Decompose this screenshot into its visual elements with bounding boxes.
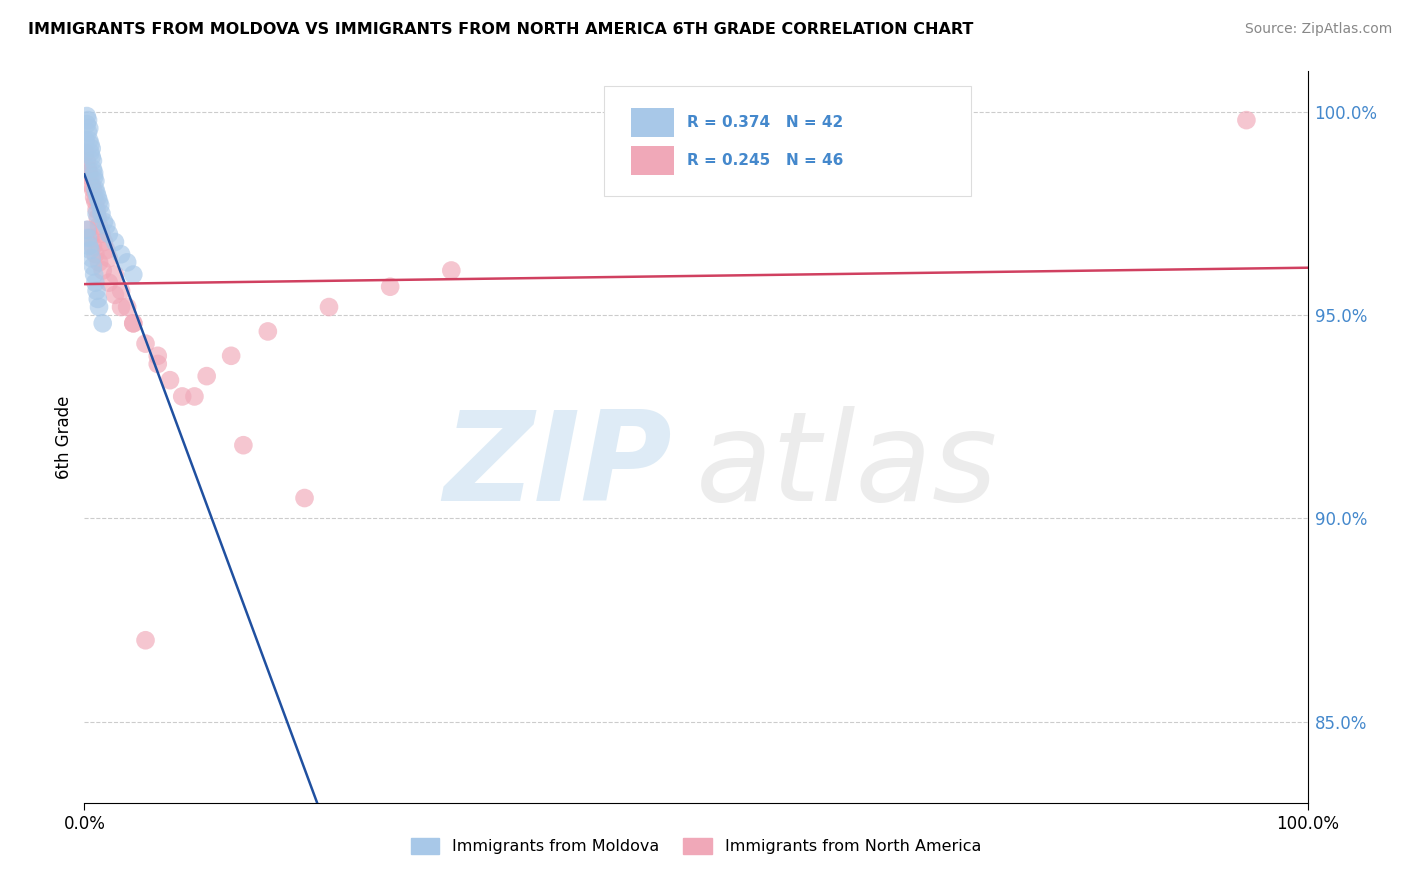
- Text: Source: ZipAtlas.com: Source: ZipAtlas.com: [1244, 22, 1392, 37]
- Point: [76, 153, 98, 168]
- Point: [80, 150, 103, 164]
- Point: [83, 166, 105, 180]
- Point: [80, 252, 103, 266]
- Point: [257, 325, 280, 339]
- Bar: [631, 146, 673, 175]
- Point: [183, 389, 205, 403]
- Point: [97, 227, 120, 241]
- Point: [79, 231, 101, 245]
- Point: [79, 169, 101, 184]
- Point: [380, 279, 402, 293]
- Point: [104, 235, 127, 249]
- Text: R = 0.245   N = 46: R = 0.245 N = 46: [688, 153, 844, 168]
- Point: [135, 633, 157, 648]
- Point: [77, 133, 100, 147]
- Point: [79, 137, 101, 152]
- Point: [1236, 113, 1258, 128]
- Point: [77, 239, 100, 253]
- Point: [76, 109, 98, 123]
- Point: [76, 223, 98, 237]
- Point: [82, 161, 104, 176]
- Point: [122, 316, 145, 330]
- Point: [77, 125, 100, 139]
- Point: [87, 190, 110, 204]
- Point: [84, 182, 107, 196]
- Point: [75, 145, 97, 160]
- Legend: Immigrants from Moldova, Immigrants from North America: Immigrants from Moldova, Immigrants from…: [405, 831, 987, 861]
- FancyBboxPatch shape: [605, 86, 972, 195]
- Point: [97, 276, 120, 290]
- Point: [87, 219, 110, 233]
- Point: [86, 202, 108, 217]
- Point: [97, 252, 120, 266]
- Point: [87, 292, 110, 306]
- Point: [90, 227, 112, 241]
- Point: [91, 316, 114, 330]
- Point: [77, 161, 100, 176]
- Y-axis label: 6th Grade: 6th Grade: [55, 395, 73, 479]
- Point: [110, 300, 132, 314]
- Point: [115, 300, 138, 314]
- Point: [219, 349, 242, 363]
- Point: [96, 243, 118, 257]
- Point: [83, 190, 105, 204]
- Point: [93, 215, 115, 229]
- Point: [82, 153, 104, 168]
- Point: [77, 223, 100, 237]
- Point: [77, 121, 100, 136]
- Point: [96, 219, 118, 233]
- Point: [104, 288, 127, 302]
- Point: [87, 300, 110, 314]
- Point: [83, 268, 105, 282]
- Text: ZIP: ZIP: [443, 406, 672, 527]
- Point: [440, 263, 463, 277]
- Point: [87, 255, 110, 269]
- Point: [195, 369, 218, 384]
- Point: [77, 231, 100, 245]
- Point: [318, 300, 340, 314]
- Point: [84, 194, 107, 209]
- Point: [87, 194, 110, 209]
- Point: [77, 113, 100, 128]
- Point: [115, 255, 138, 269]
- Point: [82, 182, 104, 196]
- Point: [110, 247, 132, 261]
- Point: [80, 178, 103, 193]
- Point: [79, 145, 101, 160]
- Point: [232, 438, 254, 452]
- Point: [82, 260, 104, 274]
- Point: [172, 389, 194, 403]
- Point: [90, 206, 112, 220]
- Point: [77, 166, 100, 180]
- Point: [135, 336, 157, 351]
- Point: [91, 263, 114, 277]
- Point: [83, 169, 105, 184]
- Text: atlas: atlas: [696, 406, 998, 527]
- Point: [76, 117, 98, 131]
- Point: [79, 243, 101, 257]
- Point: [294, 491, 316, 505]
- Point: [146, 349, 169, 363]
- Text: IMMIGRANTS FROM MOLDOVA VS IMMIGRANTS FROM NORTH AMERICA 6TH GRADE CORRELATION C: IMMIGRANTS FROM MOLDOVA VS IMMIGRANTS FR…: [28, 22, 973, 37]
- Point: [110, 284, 132, 298]
- Point: [89, 198, 111, 212]
- Point: [84, 276, 107, 290]
- Point: [159, 373, 181, 387]
- Point: [84, 174, 107, 188]
- Point: [104, 268, 127, 282]
- Point: [86, 206, 108, 220]
- Point: [122, 316, 145, 330]
- Point: [86, 186, 108, 201]
- Point: [146, 357, 169, 371]
- Bar: [631, 108, 673, 137]
- Point: [80, 142, 103, 156]
- Point: [93, 235, 115, 249]
- Point: [82, 239, 104, 253]
- Text: R = 0.374   N = 42: R = 0.374 N = 42: [688, 115, 844, 130]
- Point: [86, 284, 108, 298]
- Point: [87, 211, 110, 225]
- Point: [84, 247, 107, 261]
- Point: [122, 268, 145, 282]
- Point: [75, 133, 97, 147]
